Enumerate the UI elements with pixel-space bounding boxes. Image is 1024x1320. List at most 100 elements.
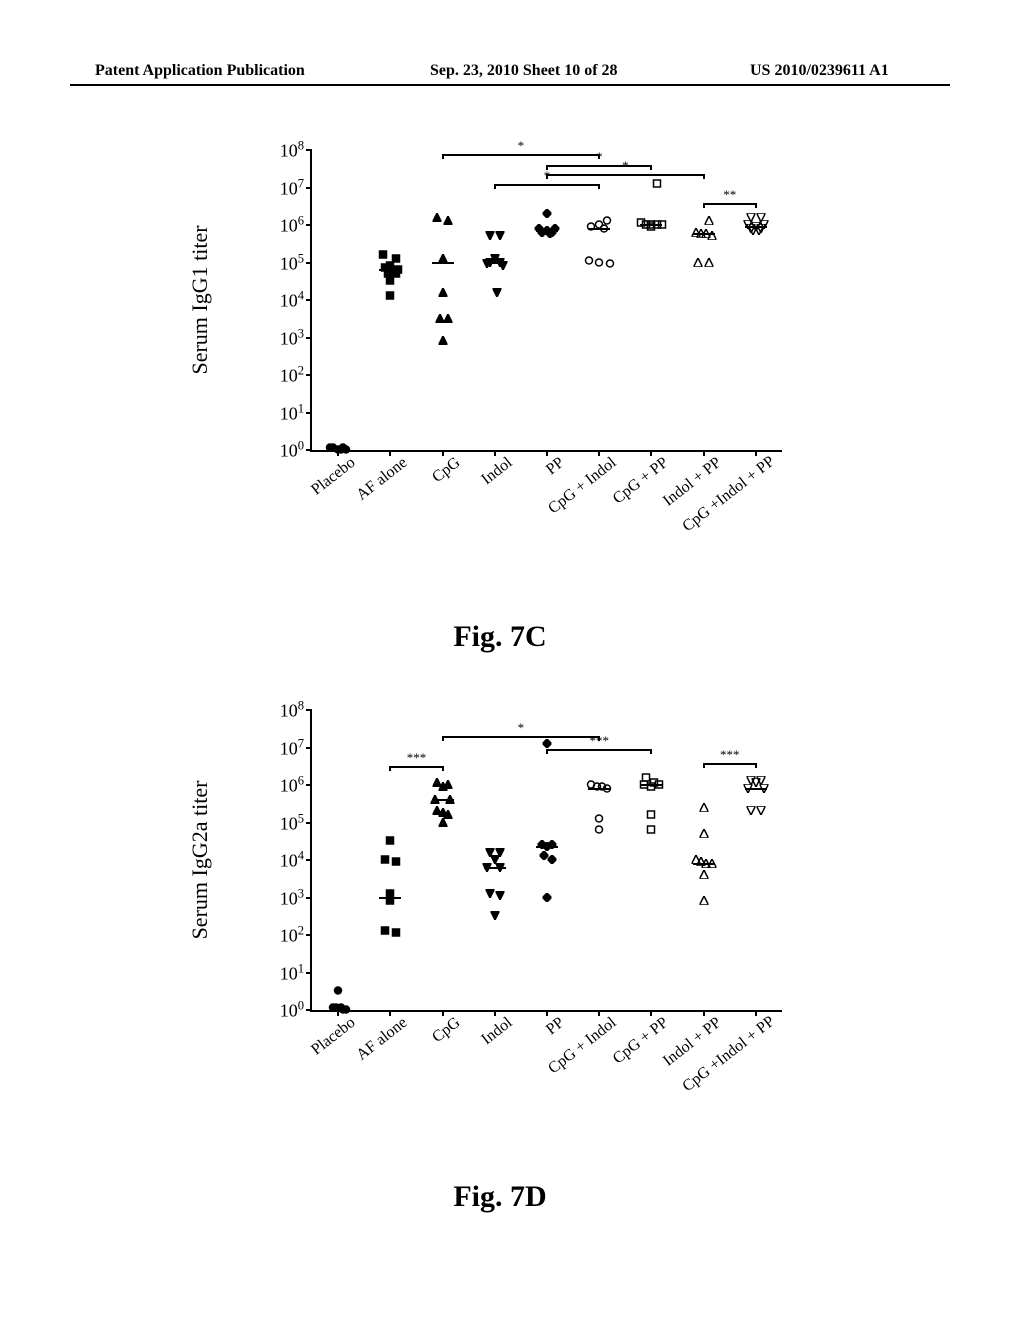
significance-label: * <box>544 168 551 184</box>
ytick-label: 103 <box>280 326 312 349</box>
data-point <box>545 225 554 243</box>
header-center: Sep. 23, 2010 Sheet 10 of 28 <box>430 62 618 80</box>
xtick-label: CpG + PP <box>575 1014 673 1096</box>
significance-bar <box>443 736 600 738</box>
caption-7c: Fig. 7C <box>180 620 820 654</box>
data-point <box>391 853 400 871</box>
data-point <box>381 851 390 869</box>
ytick-label: 100 <box>280 999 312 1022</box>
data-point <box>647 218 656 236</box>
data-point <box>699 799 708 817</box>
data-point <box>605 255 614 273</box>
data-point <box>647 778 656 796</box>
figure-7d: Serum IgG2a titer 1001011021031041051061… <box>180 700 820 1214</box>
data-point <box>548 851 557 869</box>
chart-7d: Serum IgG2a titer 1001011021031041051061… <box>180 700 820 1120</box>
ytick-label: 106 <box>280 214 312 237</box>
xtick-label: Indol <box>418 1014 516 1096</box>
significance-bar <box>547 174 704 176</box>
xtick-label: PP <box>470 1014 568 1096</box>
xtick-label: CpG + PP <box>575 454 673 536</box>
ytick-label: 107 <box>280 736 312 759</box>
median-line <box>379 269 401 271</box>
median-line <box>484 262 506 264</box>
data-point <box>704 254 713 272</box>
ytick-label: 107 <box>280 176 312 199</box>
caption-7d: Fig. 7D <box>180 1180 820 1214</box>
data-point <box>326 439 335 457</box>
data-point <box>438 814 447 832</box>
ytick-label: 105 <box>280 251 312 274</box>
significance-bar <box>704 763 756 765</box>
data-point <box>443 310 452 328</box>
xtick-label: CpG + Indol <box>523 1014 621 1096</box>
data-point <box>381 922 390 940</box>
data-point <box>328 999 337 1017</box>
xtick-label: CpG +Indol + PP <box>679 1014 777 1096</box>
xtick-label: AF alone <box>314 454 412 536</box>
data-point <box>438 250 447 268</box>
median-line <box>379 897 401 899</box>
significance-label: * <box>622 158 629 174</box>
ytick-label: 106 <box>280 774 312 797</box>
header-left: Patent Application Publication <box>95 62 305 80</box>
significance-label: ** <box>723 187 736 203</box>
data-point <box>438 284 447 302</box>
data-point <box>386 287 395 305</box>
ytick-label: 101 <box>280 401 312 424</box>
xtick-label: Placebo <box>261 1014 359 1096</box>
xtick-label: Indol + PP <box>627 1014 725 1096</box>
xtick-label: AF alone <box>314 1014 412 1096</box>
median-line <box>536 846 558 848</box>
significance-bar <box>390 766 442 768</box>
significance-bar <box>495 184 599 186</box>
data-point <box>386 832 395 850</box>
data-point <box>485 227 494 245</box>
median-line <box>432 799 454 801</box>
ytick-label: 104 <box>280 289 312 312</box>
median-line <box>640 784 662 786</box>
data-point <box>386 892 395 910</box>
significance-bar <box>547 165 651 167</box>
xtick-label: CpG <box>366 1014 464 1096</box>
ytick-label: 102 <box>280 364 312 387</box>
significance-label: *** <box>407 750 427 766</box>
ytick-label: 100 <box>280 439 312 462</box>
chart-7c: Serum IgG1 titer 100 101 102 103 104 105 106 10… <box>180 140 820 560</box>
data-point <box>498 257 507 275</box>
header-rule <box>70 84 950 86</box>
data-point <box>707 227 716 245</box>
significance-label: * <box>518 138 525 154</box>
data-point <box>595 254 604 272</box>
data-point <box>438 332 447 350</box>
ytick-label: 105 <box>280 811 312 834</box>
significance-bar <box>443 154 600 156</box>
significance-label: * <box>596 149 603 165</box>
xtick-label: CpG <box>366 454 464 536</box>
ylabel-7c: Serum IgG1 titer <box>187 225 213 374</box>
data-point <box>482 255 491 273</box>
data-point <box>584 252 593 270</box>
median-line <box>536 230 558 232</box>
ytick-label: 103 <box>280 886 312 909</box>
ytick-label: 108 <box>280 699 312 722</box>
ytick-label: 108 <box>280 139 312 162</box>
significance-label: *** <box>589 733 609 749</box>
data-point <box>490 907 499 925</box>
data-point <box>754 222 763 240</box>
significance-bar <box>547 749 651 751</box>
figure-7c: Serum IgG1 titer 100 101 102 103 104 105 106 10… <box>180 140 820 654</box>
xtick-label: CpG +Indol + PP <box>679 454 777 536</box>
data-point <box>699 892 708 910</box>
xtick-label: Indol <box>418 454 516 536</box>
significance-bar <box>704 203 756 205</box>
data-point <box>746 802 755 820</box>
data-point <box>652 175 661 193</box>
data-point <box>757 802 766 820</box>
data-point <box>341 441 350 459</box>
data-point <box>391 924 400 942</box>
median-line <box>432 262 454 264</box>
median-line <box>484 867 506 869</box>
data-point <box>595 821 604 839</box>
data-point <box>694 254 703 272</box>
